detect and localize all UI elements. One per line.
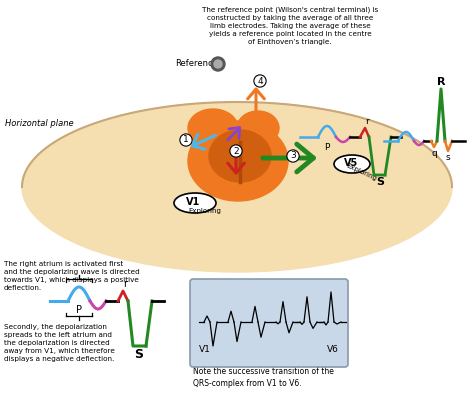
FancyBboxPatch shape [190,279,348,367]
Text: The reference point (Wilson's central terminal) is
constructed by taking the ave: The reference point (Wilson's central te… [202,7,378,46]
Text: Horizontal plane: Horizontal plane [5,119,73,129]
Ellipse shape [188,109,238,147]
Ellipse shape [209,130,271,182]
Text: V1: V1 [186,197,200,207]
Text: r: r [365,117,369,126]
Text: s: s [446,153,450,162]
Ellipse shape [188,121,288,201]
Text: Note the successive transition of the
QRS-complex from V1 to V6.: Note the successive transition of the QR… [193,367,334,388]
Text: 3: 3 [290,152,296,160]
Text: V1: V1 [199,345,211,354]
Text: S: S [135,348,144,361]
Text: P: P [324,143,330,152]
Circle shape [214,60,222,68]
Text: V6: V6 [327,345,339,354]
Ellipse shape [22,102,452,272]
Text: 4: 4 [257,77,263,85]
Ellipse shape [174,193,216,213]
Text: Secondly, the depolarization
spreads to the left atrium and
the depolarization i: Secondly, the depolarization spreads to … [4,324,115,362]
Text: Exploring: Exploring [189,208,221,214]
Text: q: q [431,149,437,158]
Text: 2: 2 [233,147,239,155]
Text: S: S [376,177,384,187]
Text: R: R [437,77,445,87]
Ellipse shape [334,155,370,173]
Text: r: r [123,279,127,289]
Text: The right atrium is activated first
and the depolarizing wave is directed
toward: The right atrium is activated first and … [4,261,140,291]
Text: Reference: Reference [175,59,218,68]
Circle shape [211,57,225,71]
Text: Exploring: Exploring [346,162,378,182]
Text: V5: V5 [344,158,358,168]
Ellipse shape [237,111,279,145]
Text: 1: 1 [183,135,189,145]
Text: P: P [76,305,82,315]
